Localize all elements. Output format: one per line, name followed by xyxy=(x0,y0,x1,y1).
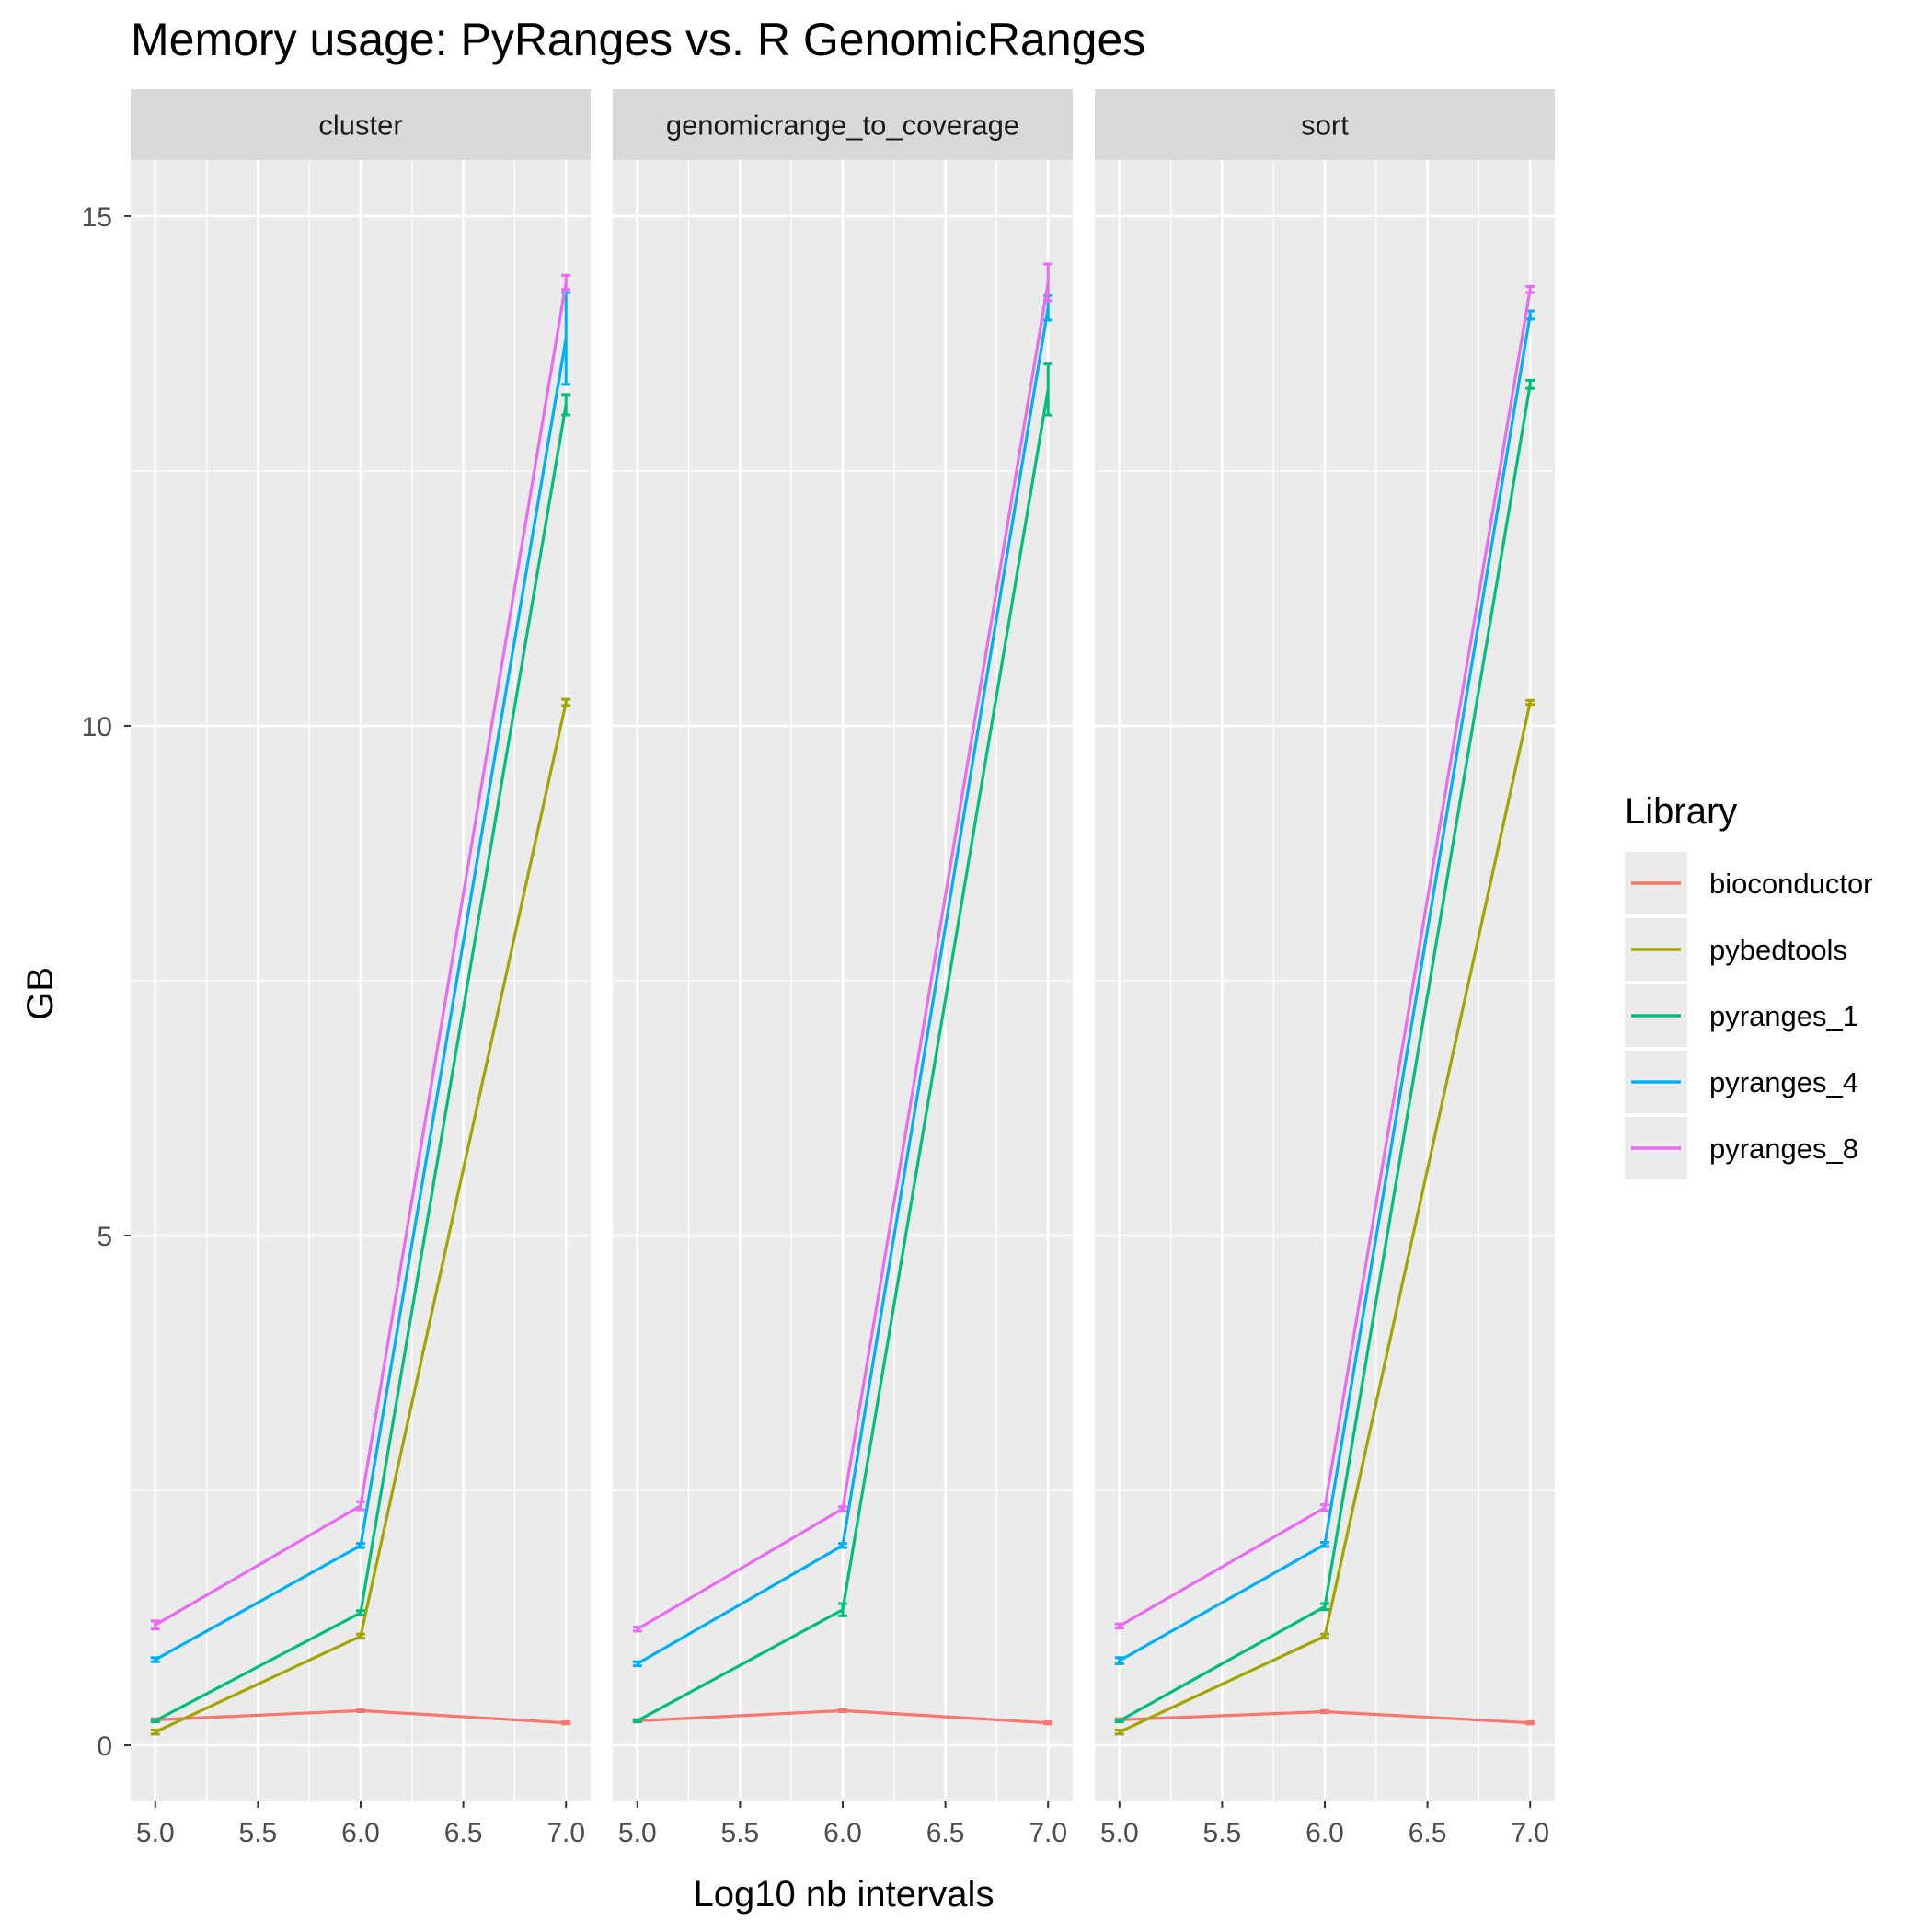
series-pyranges-1 xyxy=(1114,378,1535,1724)
error-bar xyxy=(1114,1656,1124,1665)
series-pyranges-1 xyxy=(632,362,1053,1724)
legend: Library bioconductor pybedtools pyranges_1… xyxy=(1625,791,1873,1179)
panel-strip xyxy=(131,89,591,160)
legend-item-bioconductor: bioconductor xyxy=(1625,852,1873,914)
error-bar xyxy=(356,1632,365,1640)
x-tick-label: 5.5 xyxy=(1203,1818,1242,1848)
error-bar xyxy=(356,1609,365,1616)
series-pyranges-8 xyxy=(150,273,571,1631)
panel-cluster: cluster 5.0 5.5 6.0 6.5 7.0 xyxy=(131,89,591,1848)
series-pybedtools xyxy=(150,697,571,1736)
error-bar xyxy=(1320,1503,1329,1512)
error-bar xyxy=(1114,1718,1124,1724)
error-bar xyxy=(632,1718,642,1724)
legend-label: pyranges_1 xyxy=(1709,1000,1858,1032)
error-bar xyxy=(1320,1632,1329,1640)
error-bar xyxy=(356,1542,365,1549)
error-bar xyxy=(1320,1708,1329,1715)
error-bar xyxy=(838,1505,847,1512)
y-tick-label: 15 xyxy=(82,202,112,233)
y-axis: 0 5 10 15 xyxy=(82,202,131,1762)
x-tick-label: 6.5 xyxy=(444,1818,483,1848)
error-bar xyxy=(838,1542,847,1549)
error-bar xyxy=(1525,378,1535,390)
legend-label: bioconductor xyxy=(1709,868,1873,900)
x-tick-label: 6.5 xyxy=(1409,1818,1447,1848)
error-bar xyxy=(1525,698,1535,707)
error-bar xyxy=(838,1708,847,1713)
error-bar xyxy=(150,1728,160,1736)
y-tick-label: 5 xyxy=(97,1222,112,1252)
legend-item-pyranges-8: pyranges_8 xyxy=(1625,1117,1858,1179)
error-bar xyxy=(632,1626,642,1633)
x-tick-label: 5.0 xyxy=(618,1818,657,1848)
x-tick-label: 7.0 xyxy=(1029,1818,1067,1848)
error-bar xyxy=(1320,1541,1329,1548)
error-bar xyxy=(561,393,571,417)
legend-label: pyranges_8 xyxy=(1709,1133,1858,1165)
panel-sort: sort 5.0 5.5 6.0 6.5 7.0 xyxy=(1095,89,1555,1848)
panel-strip-label: genomicrange_to_coverage xyxy=(666,109,1019,142)
error-bar xyxy=(1320,1602,1329,1612)
error-bar xyxy=(356,1500,365,1512)
error-bar xyxy=(632,1660,642,1668)
error-bar xyxy=(1043,262,1053,303)
series-pyranges-8 xyxy=(1114,284,1535,1630)
series-pyranges-4 xyxy=(150,291,571,1663)
x-tick-label: 7.0 xyxy=(1511,1818,1549,1848)
y-tick-label: 0 xyxy=(97,1731,112,1762)
legend-label: pybedtools xyxy=(1709,934,1847,966)
x-tick-label: 5.5 xyxy=(721,1818,760,1848)
panel-strip-label: sort xyxy=(1301,109,1349,142)
series-pyranges-4 xyxy=(1114,309,1535,1665)
error-bar xyxy=(1114,1728,1124,1736)
error-bar xyxy=(838,1602,847,1617)
x-tick-label: 6.0 xyxy=(341,1818,380,1848)
error-bar xyxy=(356,1708,365,1713)
legend-item-pybedtools: pybedtools xyxy=(1625,918,1847,981)
x-tick-label: 7.0 xyxy=(546,1818,585,1848)
legend-item-pyranges-4: pyranges_4 xyxy=(1625,1051,1858,1113)
error-bar xyxy=(561,697,571,707)
series-pybedtools xyxy=(1114,698,1535,1736)
panel-strip xyxy=(613,89,1073,160)
error-bar xyxy=(1114,1622,1124,1630)
x-tick-label: 6.0 xyxy=(823,1818,862,1848)
legend-title: Library xyxy=(1625,791,1737,832)
legend-label: pyranges_4 xyxy=(1709,1066,1858,1098)
error-bar xyxy=(1525,1720,1535,1726)
y-tick-label: 10 xyxy=(82,712,112,742)
x-tick-label: 5.0 xyxy=(1100,1818,1139,1848)
x-tick-label: 5.0 xyxy=(136,1818,175,1848)
series-pyranges-1 xyxy=(150,393,571,1724)
error-bar xyxy=(1525,284,1535,294)
legend-item-pyranges-1: pyranges_1 xyxy=(1625,984,1858,1047)
x-axis-title: Log10 nb intervals xyxy=(694,1874,995,1915)
error-bar xyxy=(561,1720,571,1726)
x-tick-label: 5.5 xyxy=(239,1818,278,1848)
panel-genomicrange-to-coverage: genomicrange_to_coverage 5.0 5.5 6.0 6.5 7.0 xyxy=(613,89,1073,1848)
series-pyranges-8 xyxy=(632,262,1053,1633)
error-bar xyxy=(561,273,571,292)
chart-title: Memory usage: PyRanges vs. R GenomicRang… xyxy=(131,14,1145,65)
panel-strip xyxy=(1095,89,1555,160)
panel-strip-label: cluster xyxy=(318,109,402,142)
error-bar xyxy=(150,1619,160,1631)
error-bar xyxy=(150,1656,160,1663)
x-tick-label: 6.0 xyxy=(1305,1818,1344,1848)
error-bar xyxy=(150,1718,160,1724)
error-bar xyxy=(1043,1720,1053,1726)
x-tick-label: 6.5 xyxy=(926,1818,965,1848)
error-bar xyxy=(1043,362,1053,417)
y-axis-title: GB xyxy=(20,967,61,1020)
